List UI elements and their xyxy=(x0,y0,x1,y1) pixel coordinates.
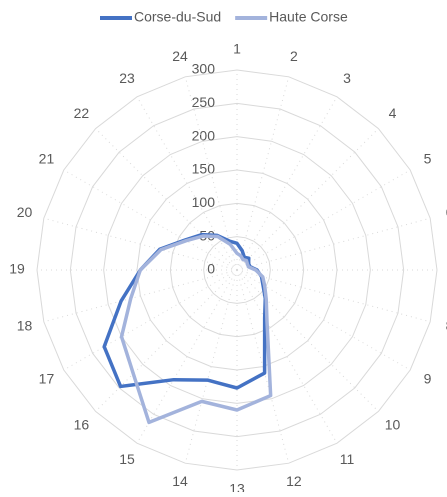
category-label: 15 xyxy=(119,451,135,467)
spoke xyxy=(63,269,238,371)
r-tick-label: 200 xyxy=(192,127,216,143)
spoke xyxy=(236,269,411,371)
legend-label: Haute Corse xyxy=(269,9,348,25)
legend-label: Corse-du-Sud xyxy=(134,9,221,25)
spoke xyxy=(236,269,379,412)
category-label: 6 xyxy=(446,204,447,220)
category-label: 22 xyxy=(74,105,90,121)
category-label: 3 xyxy=(343,70,351,86)
category-label: 1 xyxy=(233,41,241,57)
category-label: 12 xyxy=(286,473,302,489)
grid-ring xyxy=(169,202,305,338)
category-label: 14 xyxy=(172,473,188,489)
category-label: 2 xyxy=(290,48,298,64)
spoke xyxy=(95,128,238,271)
category-label: 10 xyxy=(385,416,401,432)
category-label: 17 xyxy=(39,371,55,387)
r-tick-label: 100 xyxy=(192,194,216,210)
r-tick-label: 300 xyxy=(192,61,216,77)
spoke xyxy=(136,269,238,444)
spoke xyxy=(236,169,411,271)
spoke xyxy=(136,96,238,271)
grid-ring xyxy=(203,236,271,304)
spoke xyxy=(236,96,338,271)
category-label: 19 xyxy=(9,261,25,277)
spoke xyxy=(236,269,338,444)
grid-ring xyxy=(69,102,405,438)
r-tick-label: 250 xyxy=(192,94,216,110)
spoke xyxy=(236,76,290,271)
series-line xyxy=(119,234,273,425)
category-label: 9 xyxy=(424,371,432,387)
category-label: 8 xyxy=(446,318,447,334)
category-label: 20 xyxy=(17,204,33,220)
spoke xyxy=(63,169,238,271)
grid-ring xyxy=(36,69,438,471)
spoke xyxy=(43,269,238,323)
category-label: 21 xyxy=(39,151,55,167)
category-label: 11 xyxy=(340,451,355,467)
spoke xyxy=(184,76,238,271)
spoke xyxy=(236,269,431,323)
category-label: 4 xyxy=(389,105,397,121)
spoke xyxy=(43,217,238,271)
r-tick-label: 0 xyxy=(207,261,215,277)
spoke xyxy=(95,269,238,412)
category-label: 16 xyxy=(74,416,90,432)
category-label: 24 xyxy=(172,48,188,64)
category-label: 23 xyxy=(119,70,135,86)
category-label: 18 xyxy=(17,318,33,334)
grid-ring xyxy=(103,136,371,404)
category-label: 5 xyxy=(424,151,432,167)
spoke xyxy=(236,128,379,271)
r-tick-label: 150 xyxy=(192,161,216,177)
category-label: 13 xyxy=(229,481,245,492)
